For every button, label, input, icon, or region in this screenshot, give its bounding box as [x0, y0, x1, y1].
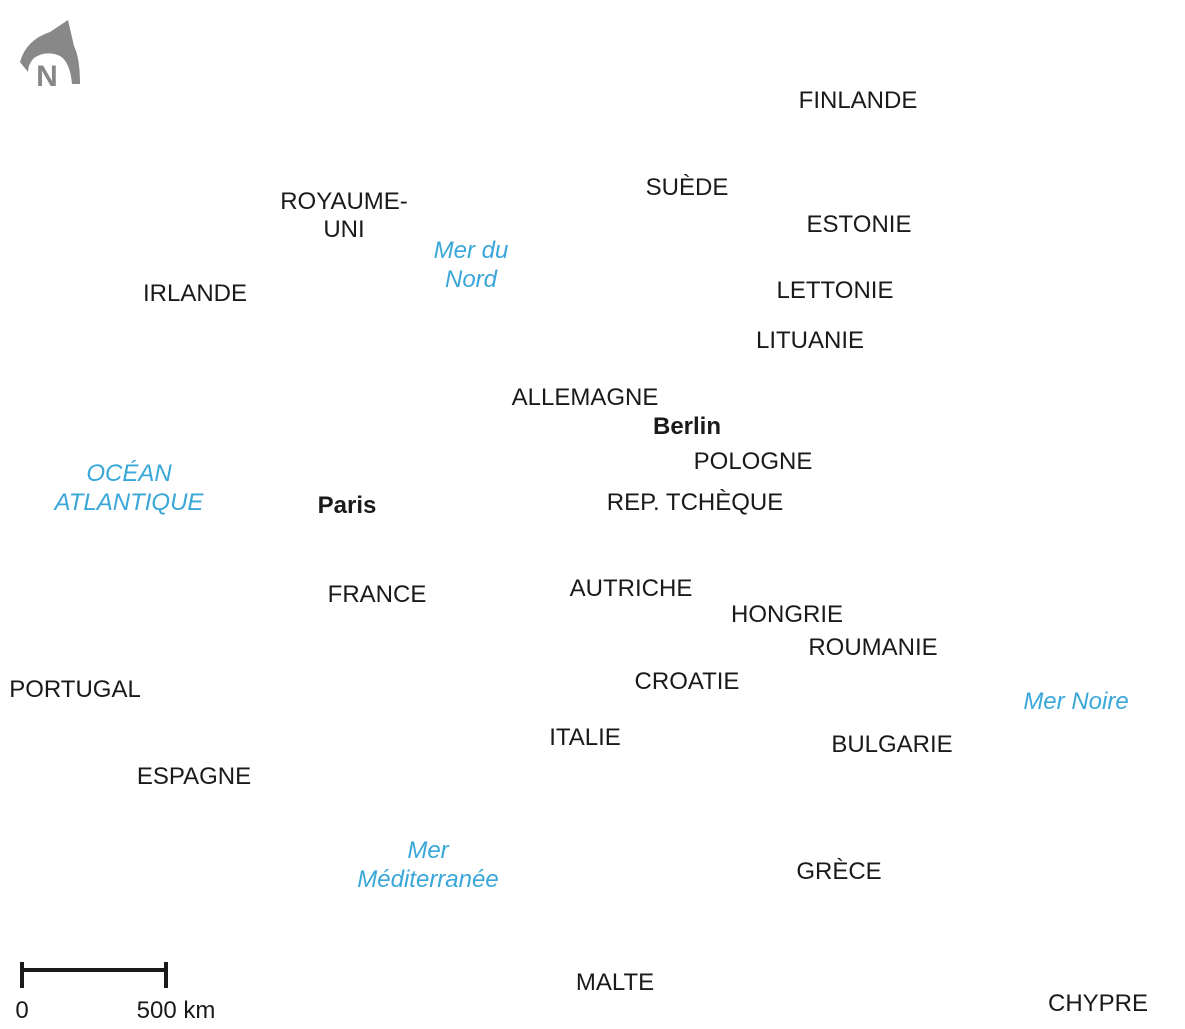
country-label: POLOGNE [694, 448, 813, 475]
country-label: LETTONIE [777, 277, 894, 304]
sea-label: Nord [445, 266, 498, 293]
country-label: IRLANDE [143, 280, 247, 307]
country-label: AUTRICHE [570, 575, 693, 602]
country-label: ESPAGNE [137, 763, 251, 790]
country-label: GRÈCE [796, 858, 881, 885]
country-label: SUÈDE [646, 174, 729, 201]
scale-bar: 0 500 km [15, 962, 215, 1024]
compass-arrow [20, 20, 80, 84]
country-label: HONGRIE [731, 601, 843, 628]
scale-start: 0 [15, 997, 28, 1024]
country-label: ESTONIE [807, 211, 912, 238]
capital-label: Berlin [653, 413, 721, 440]
sea-label: Méditerranée [357, 866, 498, 893]
sea-label: ATLANTIQUE [53, 489, 205, 516]
country-label: REP. TCHÈQUE [607, 489, 784, 516]
capital-label: Paris [318, 492, 377, 519]
country-label: BULGARIE [831, 731, 952, 758]
country-label: LITUANIE [756, 327, 864, 354]
compass-label: N [36, 60, 58, 93]
sea-label: Mer du [434, 237, 509, 264]
country-label: UNI [323, 216, 364, 243]
country-label: PORTUGAL [9, 676, 141, 703]
country-label: FRANCE [328, 581, 427, 608]
compass: N [20, 20, 80, 93]
country-label: ROUMANIE [808, 634, 937, 661]
country-label: MALTE [576, 969, 654, 996]
country-label: ITALIE [549, 724, 621, 751]
country-label: CROATIE [635, 668, 740, 695]
country-label: ALLEMAGNE [512, 384, 659, 411]
country-label: ROYAUME- [280, 188, 408, 215]
country-label: CHYPRE [1048, 990, 1148, 1017]
scale-end: 500 km [137, 997, 216, 1024]
country-label: FINLANDE [799, 87, 918, 114]
sea-label: OCÉAN [86, 460, 172, 487]
sea-label: Mer [407, 837, 449, 864]
sea-label: Mer Noire [1023, 688, 1128, 715]
scale-line [20, 962, 168, 988]
